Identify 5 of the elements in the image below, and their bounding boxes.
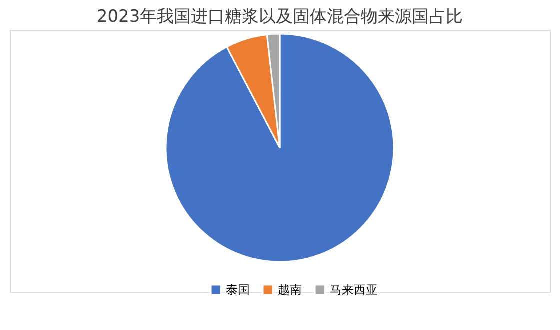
legend-label: 越南	[278, 283, 302, 297]
pie-slice	[165, 33, 395, 263]
chart-title: 2023年我国进口糖浆以及固体混合物来源国占比	[96, 7, 464, 27]
legend-label: 泰国	[226, 283, 250, 297]
legend-label: 马来西亚	[330, 283, 378, 297]
